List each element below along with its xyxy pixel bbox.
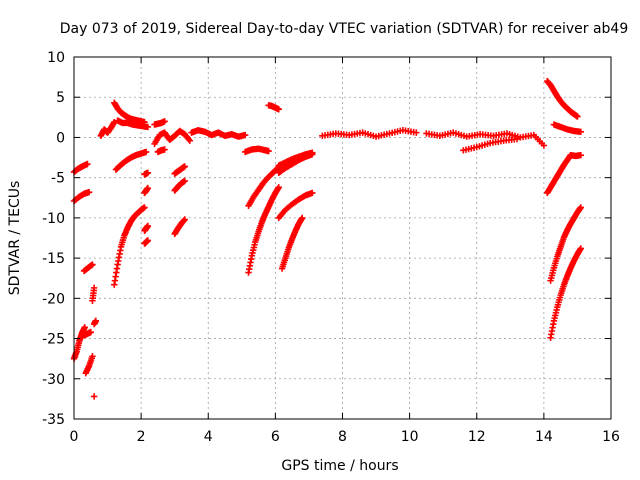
- chart-title: Day 073 of 2019, Sidereal Day-to-day VTE…: [60, 21, 629, 37]
- x-tick-label: 4: [204, 429, 213, 445]
- data-point-cluster: [89, 284, 98, 304]
- data-point-cluster: [141, 222, 152, 234]
- y-tick-label: -30: [42, 372, 65, 388]
- y-tick-label: 10: [47, 50, 65, 66]
- data-point-cluster: [423, 129, 548, 149]
- data-point-cluster: [151, 127, 193, 148]
- data-point-cluster: [154, 146, 168, 156]
- data-point-cluster: [460, 135, 521, 154]
- data-point-cluster: [97, 118, 118, 140]
- grid-lines: [74, 57, 611, 419]
- data-point-cluster: [171, 177, 188, 194]
- data-point-cluster: [171, 163, 188, 177]
- x-tick-label: 10: [401, 429, 419, 445]
- data-point-cluster: [241, 145, 272, 156]
- data-point-cluster: [111, 204, 148, 288]
- data-point-cluster: [114, 117, 152, 131]
- data-points: [70, 77, 584, 400]
- data-point-cluster: [171, 216, 188, 238]
- data-point-cluster: [547, 245, 584, 341]
- data-point-cluster: [111, 99, 148, 126]
- y-axis-label: SDTVAR / TECUs: [7, 181, 23, 296]
- data-point-cluster: [245, 164, 282, 210]
- data-point-cluster: [80, 328, 94, 339]
- data-point-cluster: [544, 151, 574, 197]
- data-point-cluster: [275, 189, 316, 222]
- y-tick-label: -25: [42, 332, 65, 348]
- data-point-cluster: [245, 184, 282, 276]
- y-tick-label: -35: [42, 412, 65, 428]
- data-point-cluster: [70, 324, 88, 362]
- x-tick-label: 2: [137, 429, 146, 445]
- data-point-cluster: [547, 204, 584, 284]
- y-tick-label: 0: [56, 130, 65, 146]
- data-point-cluster: [141, 169, 152, 178]
- y-tick-label: 5: [56, 90, 65, 106]
- data-point-cluster: [82, 353, 96, 377]
- data-point-cluster: [319, 127, 420, 140]
- data-point-cluster: [151, 118, 168, 128]
- data-point-cluster: [278, 214, 306, 272]
- data-point-cluster: [265, 102, 282, 113]
- data-point-cluster: [90, 393, 98, 400]
- y-tick-label: -20: [42, 291, 65, 307]
- data-point-cluster: [141, 184, 152, 197]
- axis-ticks: 0 2 4 6 8 10 12 14 16 -35 -30 -25 -20 -15 -10 -5 0 5 10: [42, 50, 620, 445]
- y-tick-label: -5: [51, 171, 65, 187]
- data-point-cluster: [90, 317, 100, 328]
- x-tick-label: 14: [535, 429, 553, 445]
- x-tick-label: 8: [338, 429, 347, 445]
- x-tick-label: 12: [468, 429, 486, 445]
- data-point-cluster: [80, 261, 96, 275]
- data-point-cluster: [275, 151, 316, 177]
- data-point-cluster: [544, 77, 581, 120]
- x-tick-label: 6: [271, 429, 280, 445]
- x-axis-label: GPS time / hours: [281, 458, 398, 474]
- data-point-cluster: [141, 237, 152, 247]
- y-tick-label: -10: [42, 211, 65, 227]
- data-point-cluster: [188, 127, 249, 140]
- data-point-cluster: [550, 121, 584, 136]
- x-tick-label: 0: [70, 429, 79, 445]
- x-tick-label: 16: [602, 429, 620, 445]
- y-tick-label: -15: [42, 251, 65, 267]
- data-point-cluster: [567, 151, 584, 160]
- data-point-cluster: [112, 148, 150, 173]
